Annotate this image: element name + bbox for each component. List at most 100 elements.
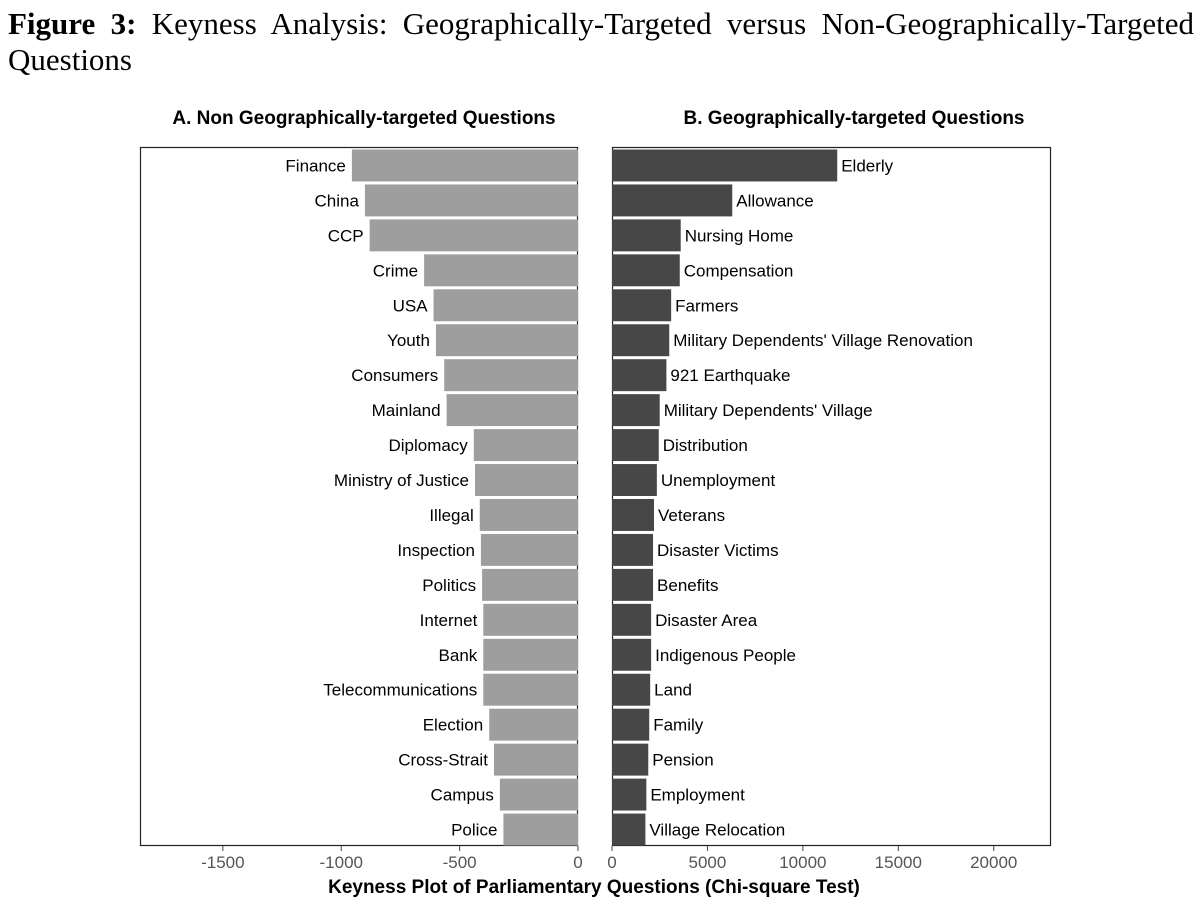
- bar-label: Mainland: [372, 401, 441, 420]
- bar-label: Pension: [652, 751, 713, 770]
- bar: [473, 429, 578, 462]
- bar: [612, 778, 647, 811]
- bar: [499, 778, 578, 811]
- x-tick-label: 20000: [970, 853, 1017, 872]
- bar: [433, 289, 578, 322]
- bar: [369, 219, 578, 252]
- bar-label: Allowance: [736, 191, 814, 210]
- bar: [612, 533, 654, 566]
- bar-label: Family: [653, 716, 704, 735]
- bar-label: Ministry of Justice: [334, 471, 469, 490]
- bar: [612, 429, 659, 462]
- bar-label: Cross-Strait: [398, 751, 488, 770]
- x-tick-label: 5000: [689, 853, 727, 872]
- bar-label: Compensation: [684, 261, 794, 280]
- bar: [612, 359, 667, 392]
- bar: [503, 813, 578, 846]
- bar-label: Benefits: [657, 576, 718, 595]
- bar: [424, 254, 578, 287]
- bar: [479, 499, 578, 531]
- bar-label: Farmers: [675, 296, 738, 315]
- bar: [612, 324, 670, 357]
- panel-b-frame: [611, 146, 1052, 847]
- x-tick-label: 0: [607, 853, 616, 872]
- bar-label: USA: [393, 296, 429, 315]
- bar: [612, 813, 646, 846]
- bar: [612, 254, 680, 287]
- x-axis-title: Keyness Plot of Parliamentary Questions …: [328, 877, 860, 898]
- bar-label: Disaster Area: [655, 611, 758, 630]
- bar-label: CCP: [328, 226, 364, 245]
- bar: [483, 638, 578, 671]
- bar: [435, 324, 578, 357]
- x-tick-label: 10000: [779, 853, 826, 872]
- bar-label: Village Relocation: [649, 821, 785, 840]
- bar: [475, 464, 578, 496]
- bar: [446, 394, 578, 427]
- bar-label: Crime: [373, 261, 418, 280]
- bar-label: Finance: [285, 156, 345, 175]
- bar-label: Telecommunications: [323, 681, 477, 700]
- bar-label: Politics: [422, 576, 476, 595]
- bar-label: Inspection: [397, 541, 475, 560]
- bar-label: Youth: [387, 331, 430, 350]
- figure-number: Figure 3:: [8, 6, 137, 41]
- bar-label: Military Dependents' Village: [664, 401, 873, 420]
- bar: [612, 464, 657, 496]
- bar-label: 921 Earthquake: [670, 366, 790, 385]
- bar: [612, 603, 652, 636]
- panel-a-frame: [139, 146, 579, 847]
- bar-label: Indigenous People: [655, 646, 796, 665]
- panel-b-title: B. Geographically-targeted Questions: [683, 108, 1024, 129]
- bar: [612, 499, 654, 531]
- bar: [351, 149, 578, 182]
- bar-label: Military Dependents' Village Renovation: [673, 331, 973, 350]
- bar: [612, 394, 660, 427]
- bar-label: Campus: [431, 786, 494, 805]
- bar: [612, 673, 651, 706]
- bar-label: Distribution: [663, 436, 748, 455]
- bar: [612, 708, 650, 741]
- bar-label: Unemployment: [661, 471, 776, 490]
- bar-label: Disaster Victims: [657, 541, 779, 560]
- bar: [612, 289, 672, 322]
- figure-caption: Figure 3: Keyness Analysis: Geographical…: [8, 6, 1194, 78]
- bar-label: Elderly: [841, 156, 893, 175]
- panel-a-title: A. Non Geographically-targeted Questions: [172, 108, 555, 129]
- bar: [612, 568, 654, 601]
- bar-label: Election: [423, 716, 483, 735]
- bar: [612, 638, 652, 671]
- bar-label: Veterans: [658, 506, 725, 525]
- x-tick-label: -1500: [201, 853, 244, 872]
- bar-label: Illegal: [429, 506, 473, 525]
- bar: [612, 184, 733, 217]
- bar-label: Diplomacy: [388, 436, 468, 455]
- bar-label: Land: [654, 681, 692, 700]
- bar-label: Internet: [420, 611, 478, 630]
- bar-label: Nursing Home: [685, 226, 794, 245]
- bar: [612, 743, 649, 776]
- x-tick-label: -1000: [320, 853, 363, 872]
- bar-label: China: [314, 191, 359, 210]
- x-tick-label: 15000: [875, 853, 922, 872]
- bar: [480, 533, 578, 566]
- x-tick-label: -500: [443, 853, 477, 872]
- bar: [482, 568, 578, 601]
- bar: [612, 219, 681, 252]
- bar-label: Consumers: [351, 366, 438, 385]
- bar: [483, 673, 578, 706]
- bar-label: Bank: [439, 646, 478, 665]
- bar-label: Employment: [650, 786, 745, 805]
- bar: [493, 743, 578, 776]
- panel-b: Elderly Allowance Nursing Home Compensation…: [607, 146, 1052, 872]
- figure-caption-text: Keyness Analysis: Geographically-Targete…: [8, 6, 1195, 77]
- panel-a: Finance China CCP Crime USA Youth Consumers Mai…: [139, 146, 583, 872]
- bar: [364, 184, 578, 217]
- bar-label: Police: [451, 821, 497, 840]
- bar: [444, 359, 578, 392]
- bar: [612, 149, 838, 182]
- bar: [483, 603, 578, 636]
- x-tick-label: 0: [573, 853, 582, 872]
- bar: [489, 708, 578, 741]
